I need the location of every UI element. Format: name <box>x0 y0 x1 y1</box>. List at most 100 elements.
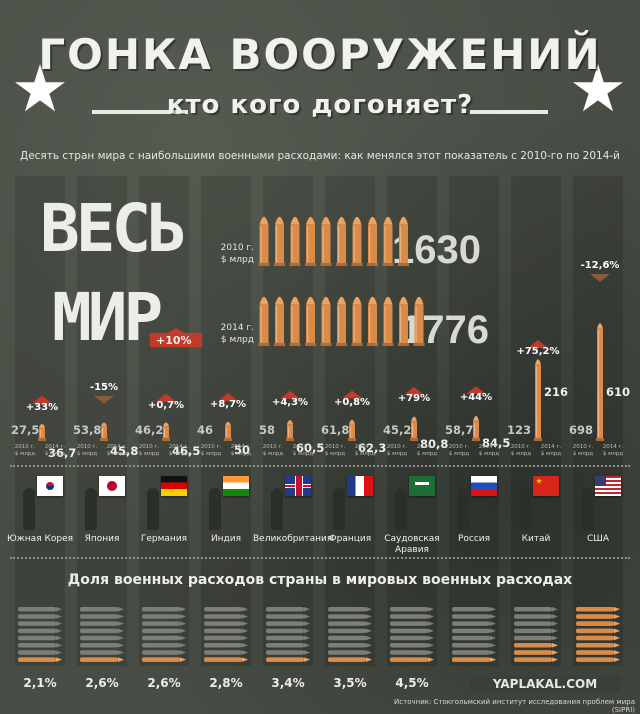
change-arrow-2 <box>156 393 176 402</box>
change-arrow-4 <box>280 390 300 399</box>
watermark: YAPLAKAL.COM <box>470 676 620 692</box>
value-2014-9: 610 <box>606 385 631 399</box>
unit-2014-5: 2014 г. $ млрд <box>349 444 381 458</box>
country-name-line: Саудовская <box>384 534 440 544</box>
value-2010-7: 58,7 <box>445 423 474 437</box>
share-bar-7 <box>452 607 496 662</box>
flag-cross <box>295 476 303 496</box>
bar-2014-7 <box>472 415 480 441</box>
unit-2010-3: 2010 г. $ млрд <box>195 444 227 458</box>
bar-2014-9 <box>596 323 604 441</box>
value-2014-8: 216 <box>544 385 569 399</box>
soldier-icon <box>23 488 35 530</box>
country-name-line: США <box>586 534 610 544</box>
country-name-line: Франция <box>328 534 372 544</box>
change-label-4: +4,3% <box>271 396 309 408</box>
share-bar-1 <box>80 607 124 662</box>
unit-2010-9: 2010 г. $ млрд <box>567 444 599 458</box>
change-arrow-7 <box>466 386 486 395</box>
unit-text: $ млрд <box>448 451 470 457</box>
share-bar-3 <box>204 607 248 662</box>
bar-2014-0 <box>38 424 46 441</box>
column-strip <box>77 176 127 666</box>
description: Десять стран мира с наибольшими военными… <box>20 150 620 162</box>
soldier-icon <box>581 488 593 530</box>
saudi-arabia-flag <box>409 476 435 496</box>
world-2014-unit: $ млрд <box>220 335 254 345</box>
world-bullet-2014 <box>398 296 409 346</box>
country-name-5: Франция <box>315 534 385 545</box>
unit-2010-5: 2010 г. $ млрд <box>319 444 351 458</box>
country-name-line: Великобритания <box>253 534 333 544</box>
change-label-3: +8,7% <box>209 399 247 410</box>
unit-text: 2014 г. <box>602 444 624 450</box>
unit-text: 2010 г. <box>200 444 222 450</box>
change-label-8: +75,2% <box>516 346 560 357</box>
share-bar-5 <box>328 607 372 662</box>
unit-text: 2014 г. <box>230 444 252 450</box>
country-name-3: Индия <box>191 534 261 545</box>
share-label-5: 3,5% <box>333 676 367 690</box>
bar-2014-3 <box>224 421 232 441</box>
unit-text: $ млрд <box>386 451 408 457</box>
soldier-icon <box>147 488 159 530</box>
value-2010-5: 61,8 <box>321 423 350 437</box>
unit-text: $ млрд <box>44 451 66 457</box>
flag-star <box>536 478 542 484</box>
unit-text: 2010 г. <box>138 444 160 450</box>
column-strip <box>139 176 189 666</box>
france-flag <box>347 476 373 496</box>
change-label-9: -12,6% <box>580 260 620 271</box>
country-name-7: Россия <box>439 534 509 545</box>
world-bullet-2010 <box>336 216 347 266</box>
unit-text: 2010 г. <box>324 444 346 450</box>
unit-text: $ млрд <box>138 451 160 457</box>
change-arrow-1 <box>94 395 114 404</box>
unit-text: 2014 г. <box>106 444 128 450</box>
value-2014-1: 45,8 <box>110 443 139 458</box>
unit-text: $ млрд <box>292 451 314 457</box>
share-label-1: 2,6% <box>85 676 119 690</box>
soldier-icon <box>457 488 469 530</box>
unit-text: 2010 г. <box>510 444 532 450</box>
unit-2014-4: 2014 г. $ млрд <box>287 444 319 458</box>
change-arrow-6 <box>404 386 424 395</box>
unit-2014-6: 2014 г. $ млрд <box>411 444 443 458</box>
unit-2014-3: 2014 г. $ млрд <box>225 444 257 458</box>
unit-text: 2014 г. <box>540 444 562 450</box>
value-2010-1: 53,8 <box>73 423 102 437</box>
value-2014-4: 60,5 <box>296 440 325 455</box>
change-arrow-0 <box>32 395 52 404</box>
soldier-icon <box>519 488 531 530</box>
soldier-icon <box>271 488 283 530</box>
world-bullet-2010 <box>305 216 316 266</box>
unit-2014-9: 2014 г. $ млрд <box>597 444 629 458</box>
unit-text: $ млрд <box>324 451 346 457</box>
flag-canton <box>595 476 606 486</box>
soldier-icon <box>85 488 97 530</box>
share-bar-9 <box>576 607 620 662</box>
uk-flag <box>285 476 311 496</box>
unit-2014-2: 2014 г. $ млрд <box>163 444 195 458</box>
share-bar-4 <box>266 607 310 662</box>
unit-text: 2014 г. <box>478 444 500 450</box>
source-note: Источник: Стокгольмский институт исследо… <box>394 698 635 714</box>
column-strip <box>325 176 375 666</box>
change-label-0: +33% <box>25 401 59 413</box>
world-bullet-2010 <box>289 216 301 266</box>
value-2010-6: 45,2 <box>383 423 412 437</box>
world-bullet-2014 <box>274 296 285 346</box>
bar-2014-8 <box>534 359 542 441</box>
column-strip <box>201 176 251 666</box>
country-name-line: Южная Корея <box>6 534 74 544</box>
soldier-icon <box>209 488 221 530</box>
world-bullet-2014 <box>413 296 425 346</box>
country-name-6: Саудовская Аравия <box>377 534 447 556</box>
world-bullet-2010 <box>274 216 285 266</box>
unit-text: 2010 г. <box>262 444 284 450</box>
unit-text: $ млрд <box>602 451 624 457</box>
unit-text: 2010 г. <box>14 444 36 450</box>
country-name-8: Китай <box>501 534 571 545</box>
